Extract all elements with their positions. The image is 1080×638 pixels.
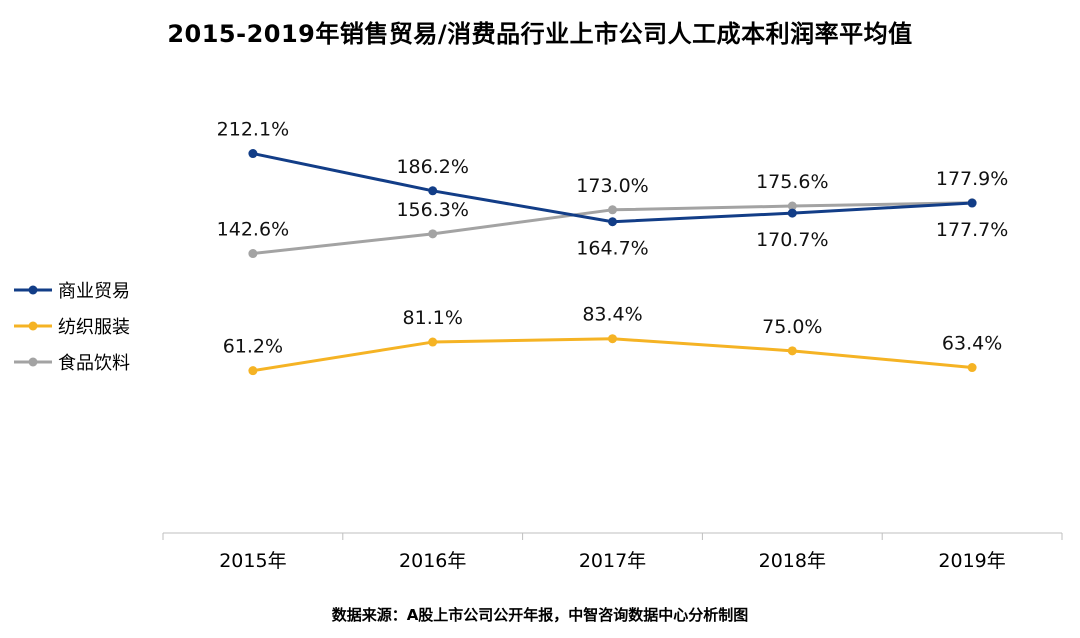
data-label: 83.4%: [582, 304, 642, 326]
x-tick-label: 2017年: [579, 550, 646, 572]
legend-swatch-1: [14, 321, 52, 331]
data-point: [787, 346, 797, 356]
data-label: 212.1%: [217, 119, 289, 141]
legend: 商业贸易 纺织服装 食品饮料: [12, 272, 130, 380]
x-tick-label: 2018年: [759, 550, 826, 572]
data-point: [248, 366, 258, 376]
data-point: [967, 363, 977, 373]
data-point: [608, 217, 617, 227]
legend-label-0: 商业贸易: [58, 281, 130, 302]
legend-label-1: 纺织服装: [58, 317, 130, 338]
data-point: [428, 229, 438, 239]
legend-swatch-2: [14, 357, 52, 367]
data-point: [787, 208, 797, 218]
legend-swatch-0: [14, 285, 52, 295]
data-label: 173.0%: [576, 175, 648, 197]
legend-label-2: 食品饮料: [58, 353, 130, 374]
data-point: [428, 337, 438, 347]
x-tick-label: 2015年: [219, 550, 286, 572]
data-point: [787, 201, 797, 211]
data-label: 177.7%: [936, 219, 1008, 241]
data-point: [608, 205, 617, 215]
data-label: 175.6%: [756, 171, 828, 193]
legend-item-2: 食品饮料: [12, 344, 130, 380]
data-label: 164.7%: [576, 238, 648, 260]
data-label: 170.7%: [756, 229, 828, 251]
data-label: 81.1%: [403, 307, 463, 329]
data-point: [967, 198, 977, 208]
data-label: 63.4%: [942, 333, 1002, 355]
data-label: 177.9%: [936, 168, 1008, 190]
series-line: [251, 337, 974, 373]
data-label: 186.2%: [396, 156, 468, 178]
x-tick-label: 2016年: [399, 550, 466, 572]
data-point: [248, 249, 258, 259]
source-note: 数据来源：A股上市公司公开年报，中智咨询数据中心分析制图: [331, 606, 749, 624]
data-point: [428, 186, 438, 196]
data-label: 156.3%: [396, 199, 468, 221]
data-label: 142.6%: [217, 219, 289, 241]
x-tick-label: 2019年: [938, 550, 1005, 572]
chart-title: 2015-2019年销售贸易/消费品行业上市公司人工成本利润率平均值: [167, 20, 913, 48]
data-point: [608, 334, 617, 344]
legend-item-0: 商业贸易: [12, 272, 130, 308]
data-point: [248, 149, 258, 159]
data-label: 61.2%: [223, 336, 283, 358]
data-label: 75.0%: [762, 316, 822, 338]
legend-item-1: 纺织服装: [12, 308, 130, 344]
